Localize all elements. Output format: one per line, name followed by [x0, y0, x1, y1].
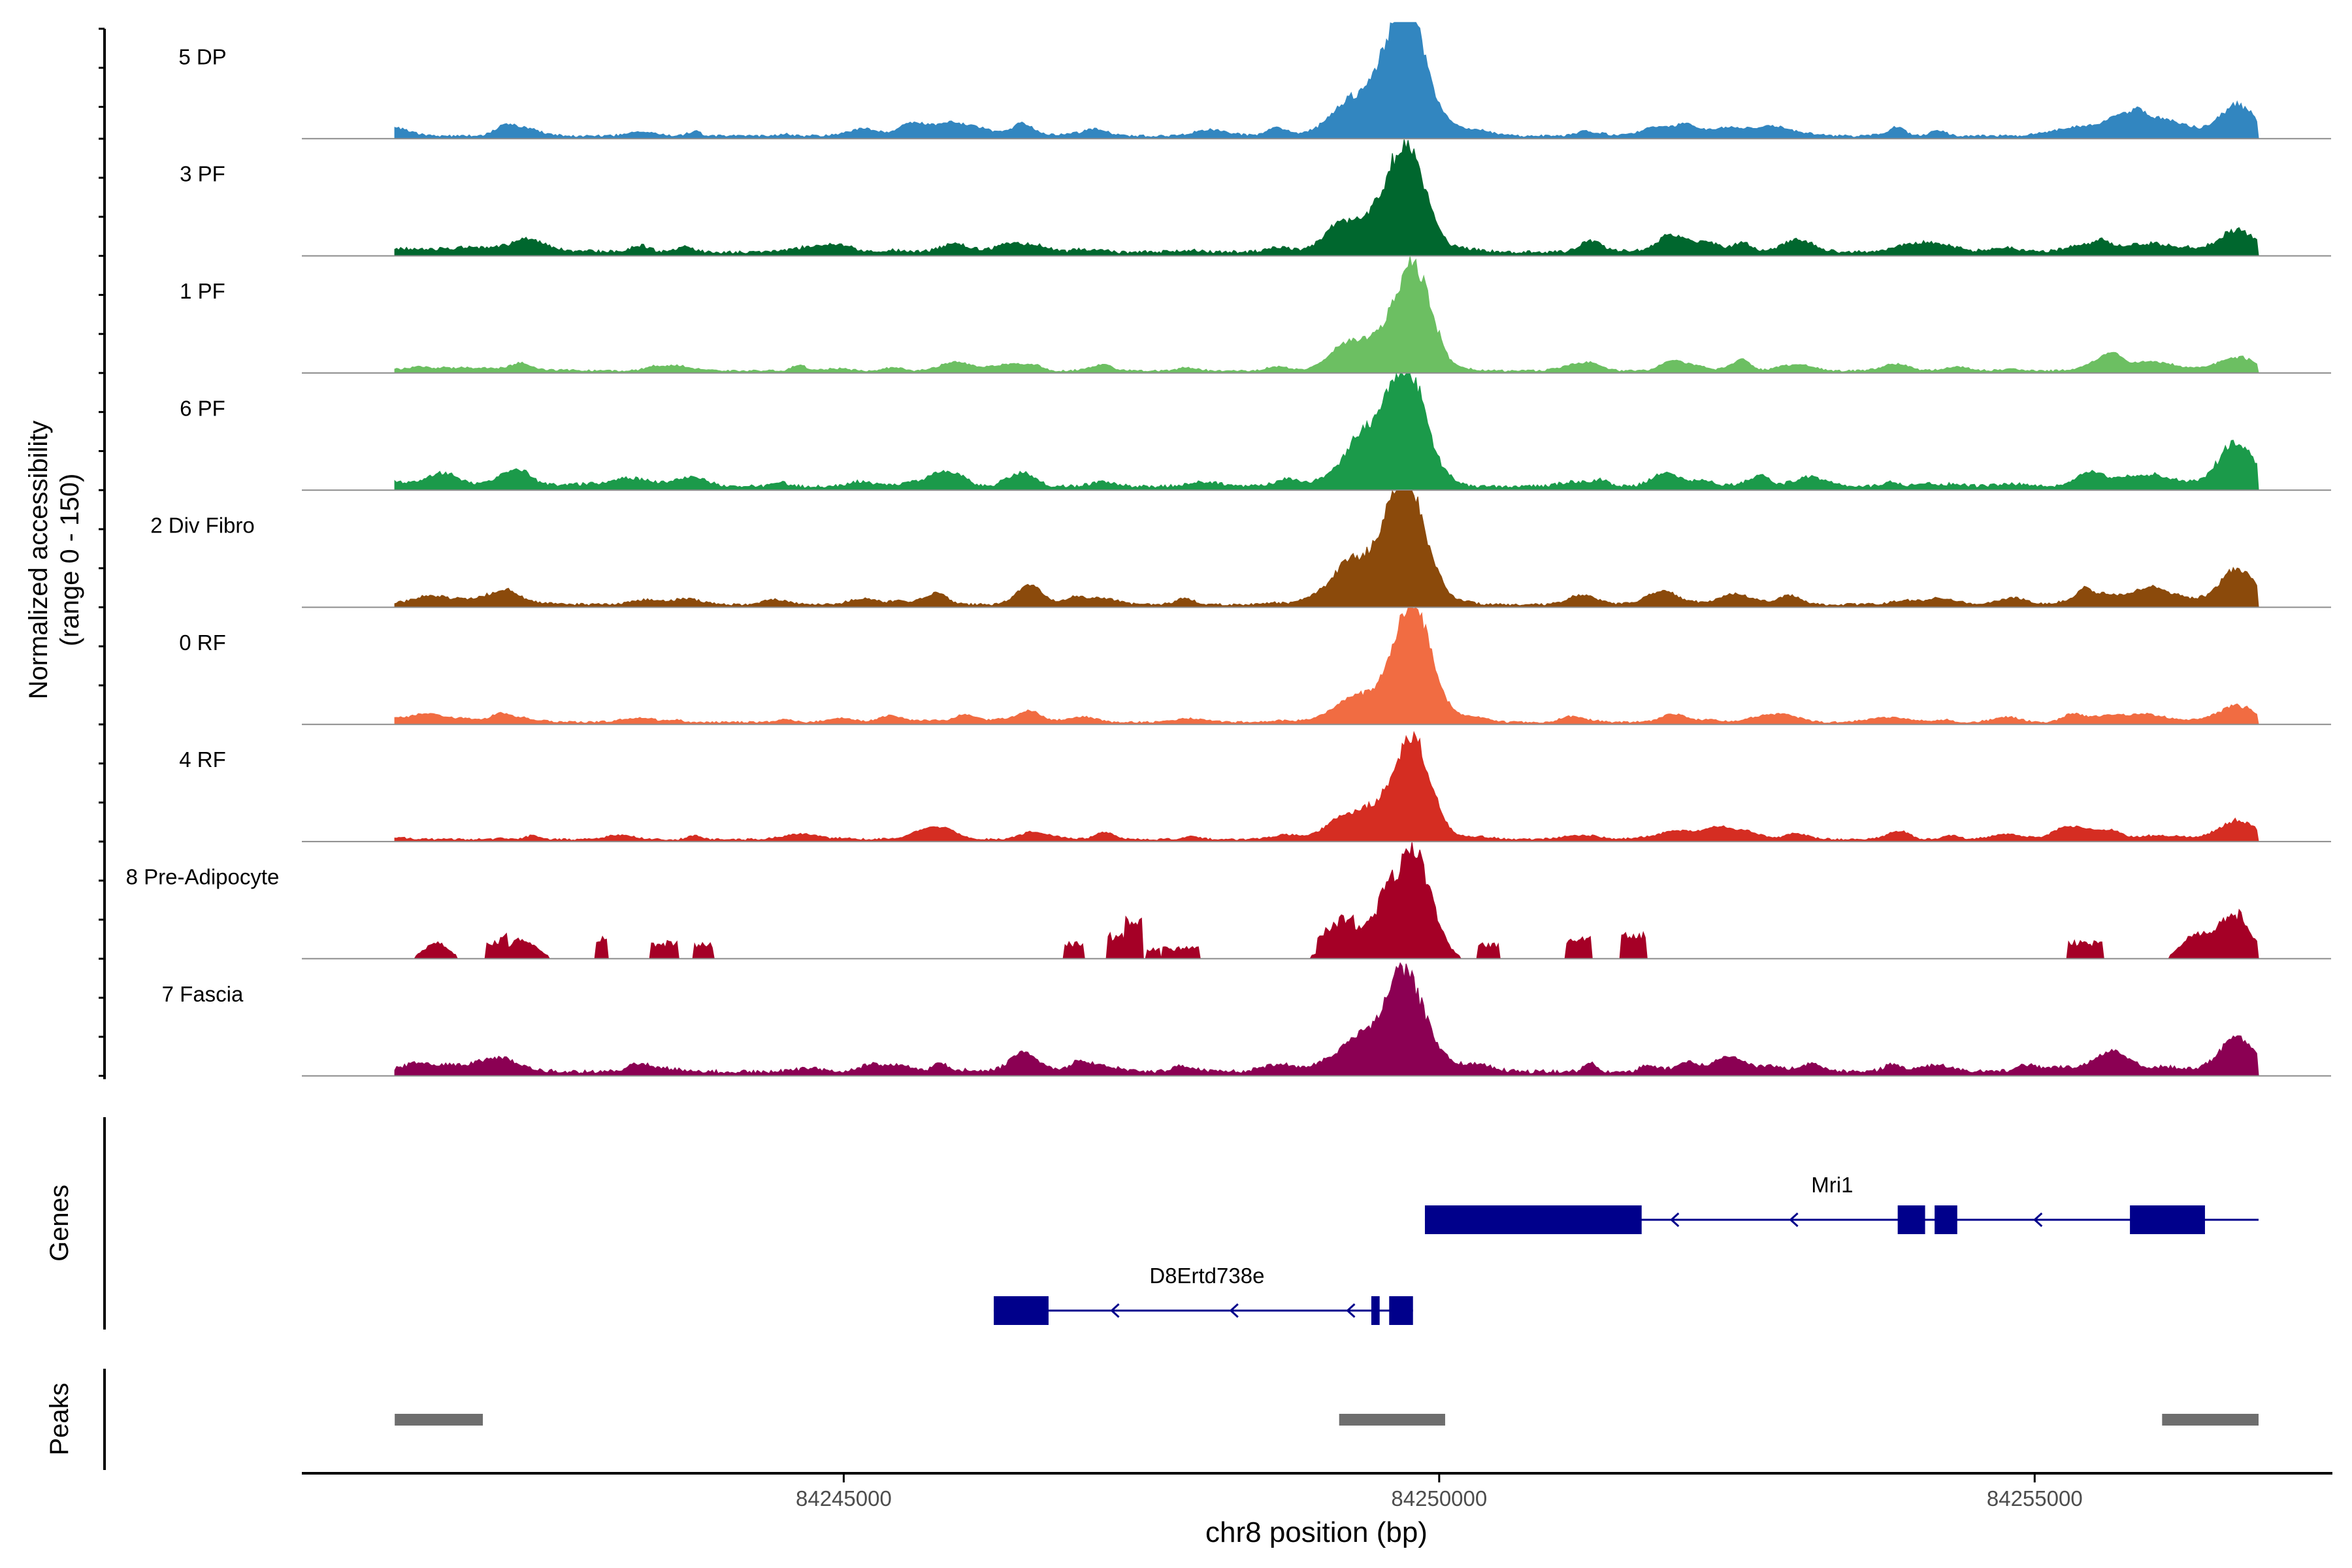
- gene-exon: [1371, 1296, 1380, 1325]
- peak-region: [1339, 1414, 1445, 1426]
- x-axis: 84245000 84250000 84255000: [302, 1472, 2332, 1511]
- gene-d8ertd738e: D8Ertd738e: [994, 1264, 1413, 1325]
- gene-track: Mri1 D8Ertd738e: [994, 1173, 2259, 1325]
- peak-track: [395, 1414, 2259, 1426]
- track-1-pf: 1 PF: [180, 256, 2331, 374]
- track-6-pf: 6 PF: [180, 372, 2331, 491]
- track-8-pre-adipocyte: 8 Pre-Adipocyte: [126, 842, 2331, 960]
- left-axes: [99, 27, 106, 1470]
- track-7-fascia: 7 Fascia: [162, 962, 2331, 1077]
- gene-exon: [994, 1296, 1049, 1325]
- track-label: 1 PF: [180, 279, 225, 303]
- strand-arrow: [1346, 1303, 1356, 1318]
- track-2-div-fibro: 2 Div Fibro: [150, 489, 2331, 608]
- x-tick-label: 84255000: [1987, 1486, 2083, 1511]
- track-4-rf: 4 RF: [179, 730, 2331, 843]
- peak-region: [395, 1414, 483, 1426]
- strand-arrow: [2033, 1212, 2043, 1228]
- coverage-area: [395, 842, 2259, 959]
- x-tick-label: 84250000: [1391, 1486, 1487, 1511]
- gene-exon: [1935, 1205, 1957, 1234]
- track-0-rf: 0 RF: [179, 608, 2331, 725]
- track-label: 5 DP: [178, 44, 226, 69]
- coverage-area: [394, 256, 2259, 374]
- peaks-axis-label: Peaks: [45, 1382, 74, 1455]
- coverage-area: [394, 139, 2259, 257]
- coverage-area: [394, 730, 2259, 842]
- gene-label: D8Ertd738e: [1149, 1264, 1264, 1288]
- y-axis-label-line1: Normalized accessibility: [24, 421, 53, 700]
- gene-mri1: Mri1: [1424, 1173, 2259, 1234]
- gene-exon: [2130, 1205, 2205, 1234]
- track-5-dp: 5 DP: [178, 22, 2331, 140]
- track-label: 2 Div Fibro: [150, 514, 255, 538]
- coverage-area: [394, 962, 2259, 1077]
- peak-region: [2162, 1414, 2259, 1426]
- coverage-area: [394, 22, 2259, 139]
- strand-arrow: [1670, 1212, 1680, 1228]
- coverage-area: [394, 372, 2259, 491]
- strand-arrow: [1789, 1212, 1799, 1228]
- coverage-tracks: 5 DP 3 PF 1 PF 6 PF 2 Div Fibro 0 RF 4 RF 8 Pre…: [126, 22, 2331, 1077]
- x-axis-title: chr8 position (bp): [1205, 1516, 1428, 1548]
- coverage-area: [394, 489, 2259, 608]
- track-label: 6 PF: [180, 396, 225, 420]
- gene-label: Mri1: [1811, 1173, 1853, 1197]
- track-label: 8 Pre-Adipocyte: [126, 864, 280, 889]
- genes-axis-label: Genes: [45, 1184, 74, 1262]
- strand-arrow: [1229, 1303, 1239, 1318]
- track-label: 3 PF: [180, 162, 225, 186]
- gene-exon: [1389, 1296, 1413, 1325]
- track-3-pf: 3 PF: [180, 139, 2331, 257]
- gene-exon: [1897, 1205, 1925, 1234]
- track-label: 7 Fascia: [162, 982, 244, 1006]
- x-tick-label: 84245000: [796, 1486, 892, 1511]
- track-label: 0 RF: [179, 630, 226, 655]
- coverage-area: [394, 608, 2259, 725]
- strand-arrow: [1110, 1303, 1120, 1318]
- y-axis-label-line2: (range 0 - 150): [56, 474, 84, 647]
- track-label: 4 RF: [179, 747, 226, 772]
- gene-exon: [1424, 1205, 1642, 1234]
